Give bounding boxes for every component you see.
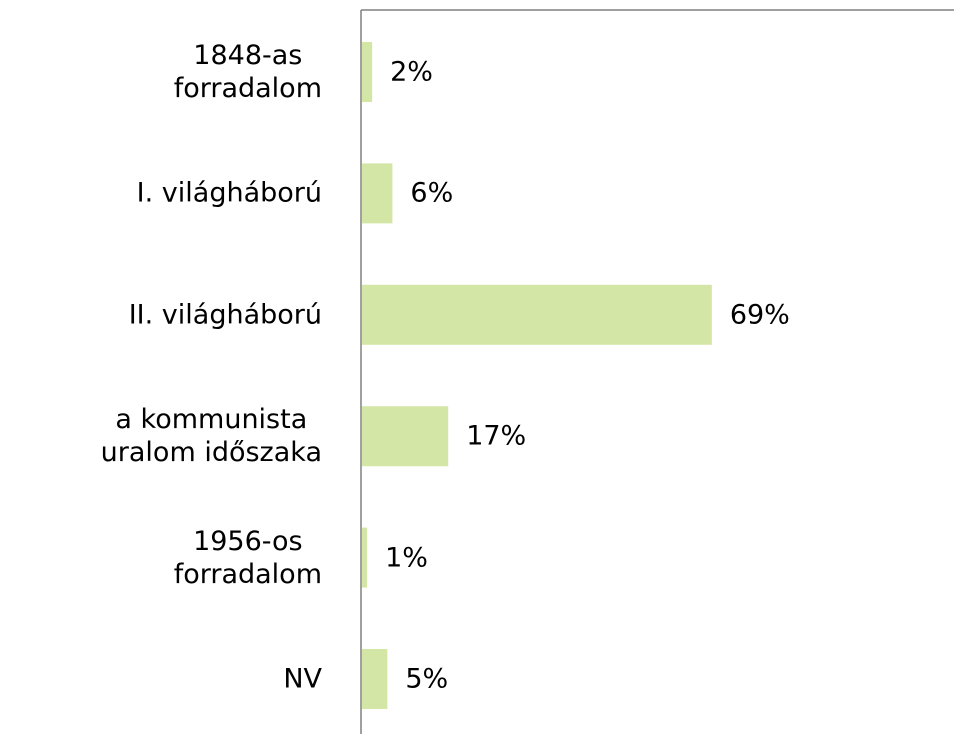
category-label: II. világháború bbox=[128, 299, 322, 331]
bar bbox=[362, 527, 368, 588]
value-label: 17% bbox=[466, 420, 527, 452]
category-label: I. világháború bbox=[136, 177, 322, 209]
value-label: 6% bbox=[410, 177, 454, 209]
category-label: 1848-as forradalom bbox=[173, 40, 322, 104]
value-label: 2% bbox=[390, 56, 433, 88]
value-label: 1% bbox=[385, 542, 428, 574]
category-label: a kommunista uralom időszaka bbox=[100, 404, 322, 469]
bar bbox=[362, 406, 449, 467]
category-label: NV bbox=[283, 663, 322, 695]
bar bbox=[362, 42, 373, 102]
bar bbox=[362, 649, 388, 709]
value-label: 69% bbox=[729, 299, 790, 331]
category-label: 1956-os forradalom bbox=[173, 525, 322, 590]
bar bbox=[362, 284, 712, 345]
bar bbox=[362, 163, 393, 224]
value-label: 5% bbox=[405, 663, 449, 695]
